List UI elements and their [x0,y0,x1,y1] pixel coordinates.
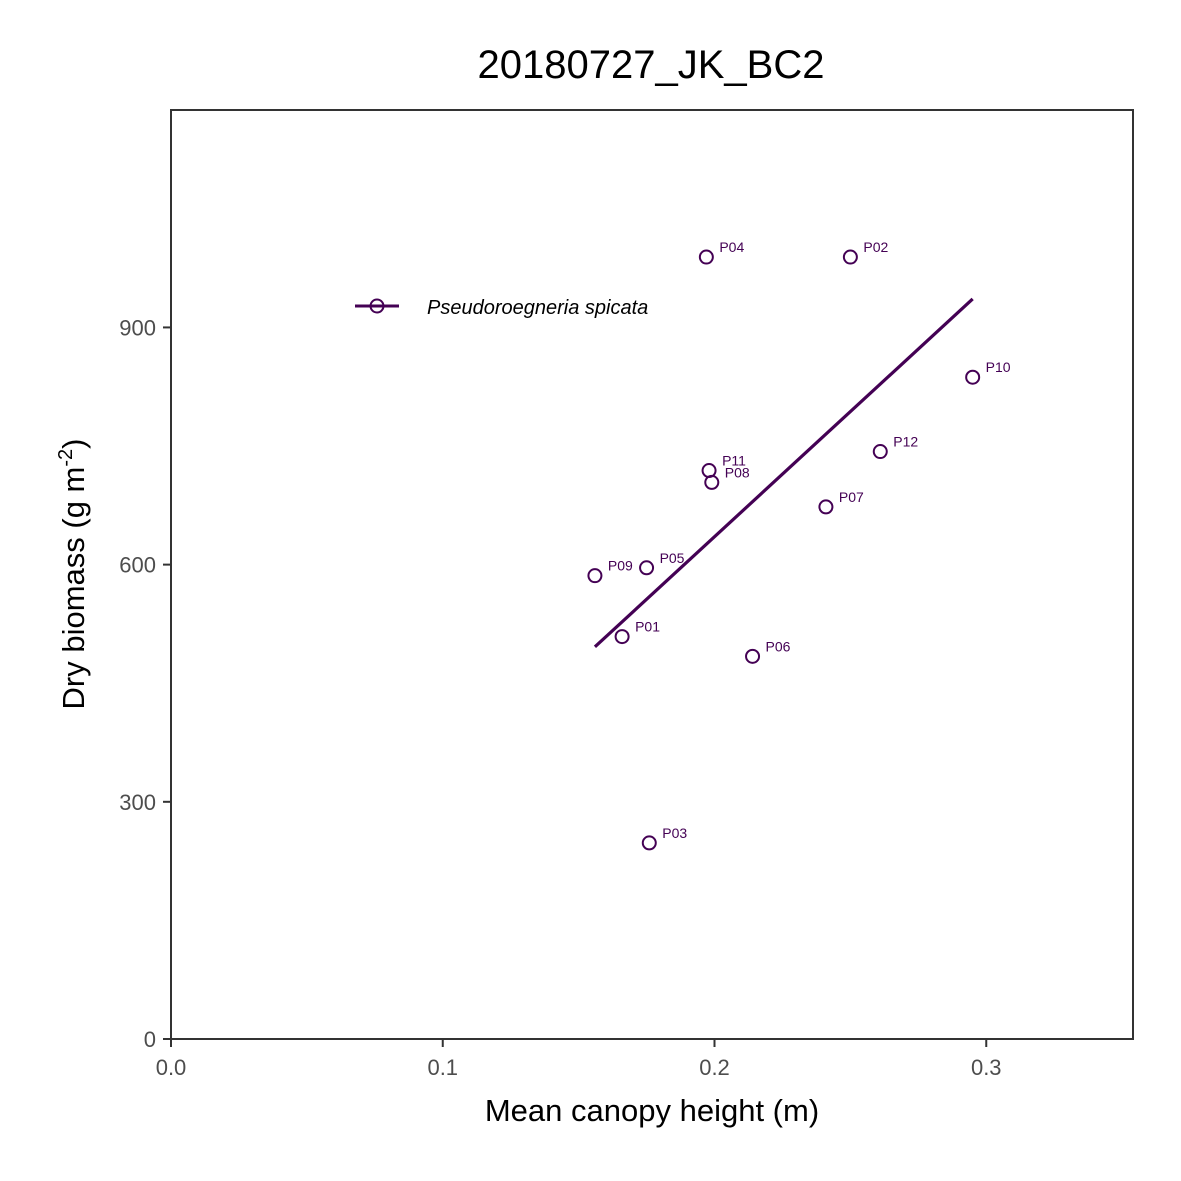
data-point-label: P12 [893,434,918,450]
x-tick-label: 0.0 [156,1055,187,1080]
y-axis-title-superscript: -2 [55,449,77,467]
data-point [641,835,657,851]
data-point [701,463,717,479]
data-point-label: P11 [722,453,746,469]
data-point [842,249,858,265]
data-point-label: P08 [725,464,750,480]
data-point-label: P10 [986,359,1011,375]
x-tick-label: 0.2 [699,1055,730,1080]
points-layer: P01 P02 P03 P04 P05 P06 P07 P08 P09 P10 P11 P12 [587,239,1011,851]
data-point [965,369,981,385]
data-point [614,629,630,645]
data-point [818,499,834,515]
legend: Pseudoroegneria spicata [355,297,648,319]
x-tick-label: 0.3 [971,1055,1002,1080]
data-point [639,560,655,576]
y-tick-label: 300 [119,790,156,815]
data-point-label: P02 [863,239,888,255]
data-point-label: P06 [766,638,791,654]
x-axis: 0.0 0.1 0.2 0.3 [156,1039,1002,1080]
fit-line-layer [593,297,974,649]
fit-line [593,297,974,649]
data-point [698,249,714,265]
y-axis-title-close: ) [56,439,91,449]
y-axis-title: Dry biomass (g m-2) [55,439,91,710]
y-axis: 0 300 600 900 [119,315,171,1052]
data-point-label: P09 [608,558,633,574]
y-tick-label: 900 [119,315,156,340]
y-axis-title-main: Dry biomass (g m [56,467,91,710]
data-point-label: P07 [839,489,864,505]
data-point [587,568,603,584]
data-point [872,444,888,460]
data-point-label: P04 [719,239,744,255]
data-point-label: P05 [660,550,685,566]
plot-panel [170,109,1134,1040]
legend-circle-icon [369,298,385,314]
data-point-label: P01 [635,619,660,635]
y-tick-label: 0 [144,1027,156,1052]
legend-label: Pseudoroegneria spicata [427,297,648,319]
data-point-label: P03 [662,825,687,841]
chart-title: 20180727_JK_BC2 [478,43,825,87]
x-tick-label: 0.1 [427,1055,458,1080]
data-point [745,648,761,664]
y-tick-label: 600 [119,553,156,578]
x-axis-title: Mean canopy height (m) [485,1093,819,1128]
